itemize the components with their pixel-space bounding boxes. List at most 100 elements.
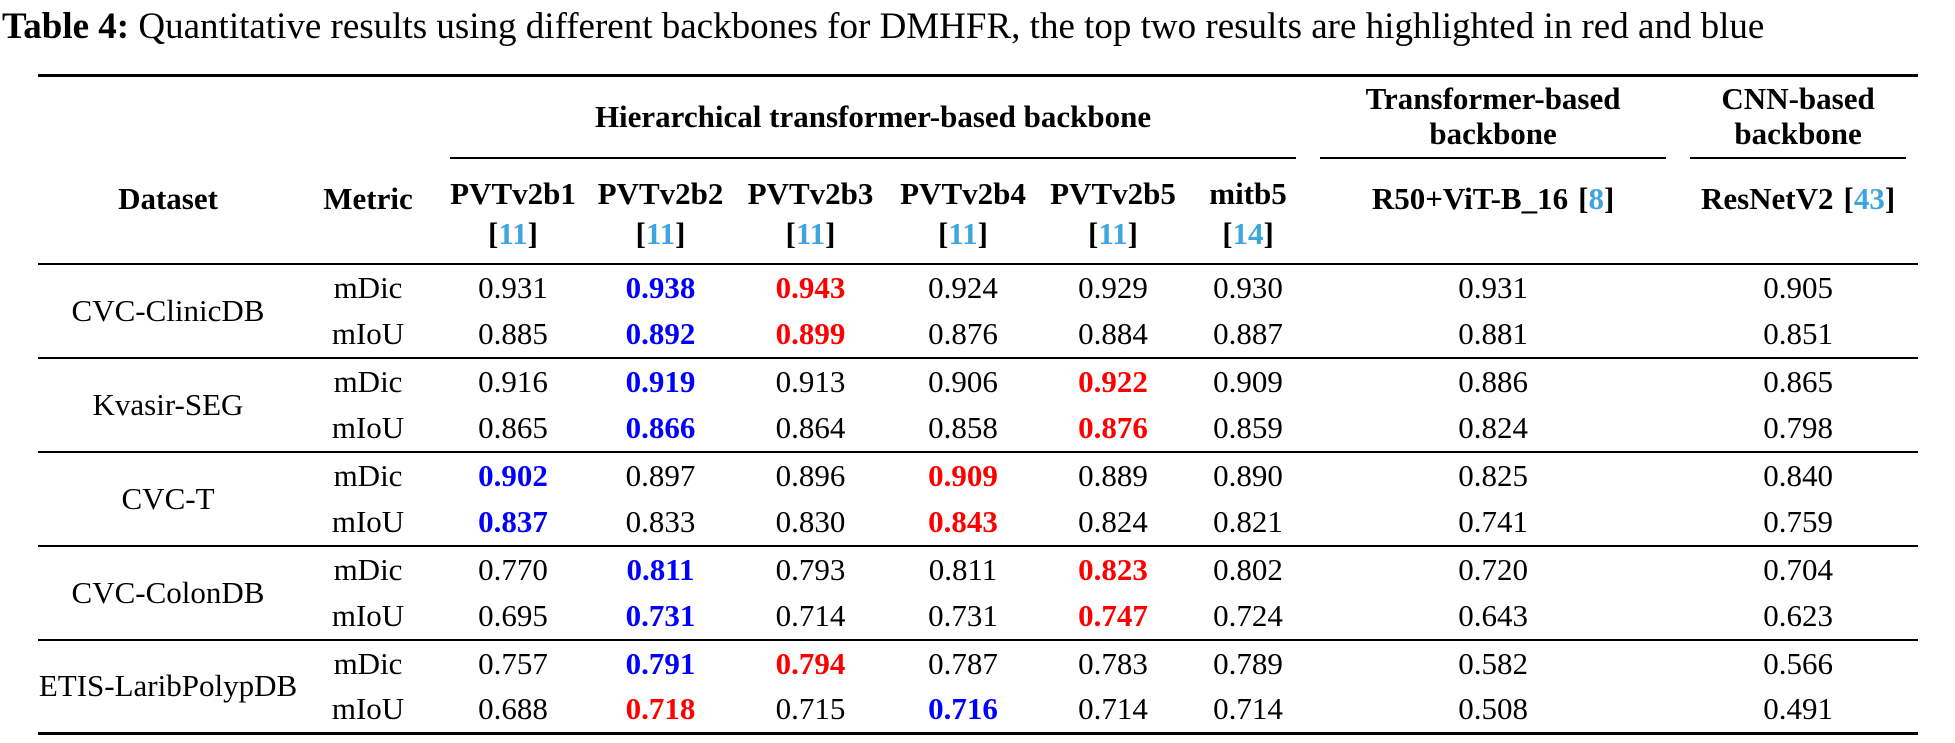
metric-value: 0.916	[438, 356, 588, 405]
metric-value: 0.866	[625, 409, 696, 445]
metric-label: mIoU	[331, 597, 405, 633]
metric-value: 0.924	[928, 269, 998, 305]
metric-value: 0.930	[1213, 269, 1283, 305]
citation-link[interactable]: 11	[488, 216, 538, 251]
metric-value: 0.890	[1188, 450, 1309, 499]
metric-value: 0.876	[928, 315, 998, 351]
metric-value: 0.824	[1458, 409, 1528, 445]
metric-label: mIoU	[331, 409, 405, 445]
metric-label: mDic	[298, 544, 438, 593]
metric-value: 0.899	[775, 315, 846, 351]
column-header-r50-vit: R50+ViT-B_16 8	[1308, 165, 1679, 265]
column-header-resnetv2: ResNetV2 43	[1678, 165, 1919, 265]
metric-value: 0.747	[1078, 597, 1148, 633]
column-header-pvtv2b2: PVTv2b2 11	[588, 165, 733, 265]
backbone-name: PVTv2b5	[1050, 175, 1176, 211]
backbone-name: ResNetV2	[1700, 180, 1834, 216]
metric-value: 0.688	[478, 691, 548, 727]
column-header-pvtv2b4: PVTv2b4 11	[888, 165, 1038, 265]
metric-value: 0.896	[733, 450, 888, 499]
metric-value: 0.922	[1038, 356, 1188, 405]
header-spacer	[38, 76, 438, 166]
metric-label: mDic	[298, 450, 438, 499]
metric-value: 0.811	[888, 544, 1038, 593]
citation-link[interactable]: 11	[786, 216, 836, 251]
metric-value: 0.858	[928, 409, 998, 445]
column-header-metric: Metric	[298, 165, 438, 265]
metric-value: 0.833	[625, 503, 696, 539]
metric-label: mDic	[333, 269, 403, 305]
group-header-label: Hierarchical transformer-based backbone	[450, 77, 1297, 159]
metric-value: 0.909	[888, 450, 1038, 499]
table-row: CVC-ClinicDB mDic 0.931 0.938 0.943 0.92…	[38, 264, 1918, 328]
column-header-pvtv2b5: PVTv2b5 11	[1038, 165, 1188, 265]
metric-value: 0.881	[1458, 315, 1528, 351]
metric-value: 0.695	[478, 597, 548, 633]
citation-link[interactable]: 11	[938, 216, 988, 251]
table-caption: Table 4: Quantitative results using diff…	[0, 0, 1955, 49]
metric-value: 0.720	[1308, 544, 1679, 593]
metric-value: 0.798	[1763, 409, 1833, 445]
citation-link[interactable]: 8	[1578, 181, 1614, 216]
metric-value: 0.919	[588, 356, 733, 405]
metric-value: 0.865	[1678, 356, 1919, 405]
metric-label: mIoU	[331, 691, 405, 727]
metric-value: 0.929	[1078, 269, 1148, 305]
column-header-dataset: Dataset	[38, 165, 298, 265]
metric-value: 0.892	[625, 315, 696, 351]
metric-value: 0.643	[1458, 597, 1528, 633]
table-row: mIoU 0.885 0.892 0.899 0.876 0.884 0.887…	[38, 311, 1918, 358]
metric-value: 0.825	[1308, 450, 1679, 499]
column-header-pvtv2b3: PVTv2b3 11	[733, 165, 888, 265]
metric-value: 0.789	[1188, 638, 1309, 687]
table-caption-text: Quantitative results using different bac…	[138, 6, 1765, 47]
metric-value: 0.741	[1458, 503, 1528, 539]
metric-value: 0.913	[733, 356, 888, 405]
table-caption-label: Table 4:	[2, 6, 130, 47]
group-header-transformer: Transformer-based backbone	[1308, 76, 1678, 166]
table-row: ETIS-LaribPolypDB mDic 0.757 0.791 0.794…	[38, 638, 1919, 734]
column-header-row: Dataset Metric PVTv2b1 11 PVTv2b2 11 PVT…	[38, 165, 1919, 265]
metric-value: 0.508	[1458, 691, 1528, 727]
metric-value: 0.931	[478, 269, 548, 305]
backbone-name: PVTv2b3	[747, 175, 874, 211]
metric-value: 0.582	[1308, 638, 1679, 687]
citation-link[interactable]: 14	[1222, 216, 1274, 251]
backbone-name: PVTv2b2	[597, 175, 724, 211]
dataset-name: ETIS-LaribPolypDB	[38, 638, 298, 734]
metric-value: 0.704	[1678, 544, 1919, 593]
metric-value: 0.824	[1078, 503, 1148, 539]
metric-value: 0.791	[588, 638, 733, 687]
metric-value: 0.821	[1213, 503, 1283, 539]
table-row: mIoU 0.865 0.866 0.864 0.858 0.876 0.859…	[38, 405, 1918, 452]
column-header-pvtv2b1: PVTv2b1 11	[438, 165, 588, 265]
metric-value: 0.714	[1213, 691, 1283, 727]
metric-value: 0.811	[588, 544, 733, 593]
citation-link[interactable]: 43	[1844, 181, 1896, 216]
metric-value: 0.716	[928, 691, 998, 727]
citation-link[interactable]: 11	[1088, 216, 1138, 251]
metric-value: 0.770	[438, 544, 588, 593]
metric-value: 0.802	[1188, 544, 1309, 593]
group-header-cnn: CNN-based backbone	[1678, 76, 1918, 166]
metric-value: 0.715	[775, 691, 846, 727]
metric-value: 0.793	[733, 544, 888, 593]
metric-value: 0.830	[775, 503, 846, 539]
metric-value: 0.724	[1213, 597, 1283, 633]
metric-value: 0.714	[775, 597, 846, 633]
metric-value: 0.938	[625, 269, 696, 305]
metric-value: 0.731	[625, 597, 696, 633]
column-header-mitb5: mitb5 14	[1188, 165, 1309, 265]
metric-value: 0.864	[775, 409, 846, 445]
metric-label: mDic	[298, 638, 438, 687]
table-row: Kvasir-SEG mDic 0.916 0.919 0.913 0.906 …	[38, 356, 1919, 452]
citation-link[interactable]: 11	[636, 216, 686, 251]
metric-value: 0.884	[1078, 315, 1148, 351]
metric-value: 0.714	[1078, 691, 1148, 727]
metric-value: 0.491	[1763, 691, 1833, 727]
metric-value: 0.566	[1678, 638, 1919, 687]
metric-value: 0.943	[775, 269, 846, 305]
table-row: mIoU 0.688 0.718 0.715 0.716 0.714 0.714…	[38, 687, 1918, 734]
dataset-name: CVC-ClinicDB	[71, 292, 265, 328]
